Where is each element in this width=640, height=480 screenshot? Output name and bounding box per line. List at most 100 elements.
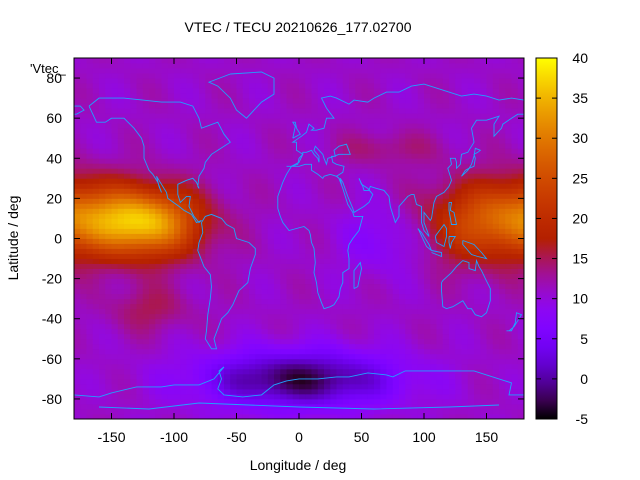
heatmap-cell: [261, 383, 269, 390]
heatmap-cell: [474, 238, 481, 244]
heatmap-cell: [355, 253, 362, 259]
heatmap-cell: [367, 283, 375, 290]
heatmap-cell: [486, 388, 494, 395]
heatmap-cell: [211, 143, 219, 149]
heatmap-cell: [86, 143, 94, 149]
heatmap-cell: [80, 178, 87, 184]
heatmap-cell: [324, 188, 331, 194]
heatmap-cell: [492, 193, 500, 199]
heatmap-cell: [217, 343, 225, 350]
heatmap-cell: [249, 413, 256, 419]
heatmap-cell: [461, 113, 469, 119]
heatmap-cell: [217, 363, 225, 370]
heatmap-cell: [186, 348, 194, 355]
heatmap-cell: [117, 138, 125, 144]
heatmap-cell: [242, 283, 250, 290]
heatmap-cell: [236, 73, 244, 79]
heatmap-cell: [261, 153, 269, 159]
heatmap-cell: [492, 208, 500, 214]
heatmap-cell: [142, 363, 150, 370]
heatmap-cell: [517, 113, 524, 119]
heatmap-cell: [492, 338, 500, 345]
heatmap-cell: [411, 143, 419, 149]
heatmap-cell: [242, 268, 250, 274]
heatmap-cell: [274, 223, 281, 229]
heatmap-cell: [311, 268, 319, 274]
heatmap-cell: [274, 203, 281, 209]
heatmap-cell: [261, 268, 269, 274]
heatmap-cell: [117, 278, 125, 285]
heatmap-cell: [280, 258, 287, 264]
heatmap-cell: [392, 73, 400, 79]
heatmap-cell: [317, 88, 325, 94]
heatmap-cell: [299, 178, 306, 184]
heatmap-cell: [374, 143, 381, 149]
heatmap-cell: [211, 228, 219, 234]
heatmap-cell: [380, 413, 387, 419]
heatmap-cell: [80, 228, 87, 234]
heatmap-cell: [474, 198, 481, 204]
heatmap-cell: [199, 338, 206, 345]
heatmap-cell: [374, 318, 381, 325]
heatmap-cell: [280, 323, 287, 330]
heatmap-cell: [236, 263, 244, 269]
heatmap-cell: [399, 98, 406, 104]
heatmap-cell: [455, 193, 462, 199]
heatmap-cell: [217, 203, 225, 209]
heatmap-cell: [317, 413, 325, 419]
heatmap-cell: [380, 378, 387, 385]
heatmap-cell: [167, 68, 175, 74]
heatmap-cell: [111, 253, 119, 259]
heatmap-cell: [417, 128, 425, 134]
heatmap-cells: [74, 58, 524, 419]
heatmap-cell: [317, 238, 325, 244]
heatmap-cell: [249, 273, 256, 280]
heatmap-cell: [355, 93, 362, 99]
heatmap-cell: [80, 313, 87, 320]
heatmap-cell: [242, 218, 250, 224]
heatmap-cell: [136, 78, 144, 84]
heatmap-cell: [292, 133, 300, 139]
heatmap-cell: [80, 273, 87, 280]
heatmap-cell: [461, 173, 469, 179]
heatmap-cell: [336, 78, 344, 84]
heatmap-cell: [186, 238, 194, 244]
heatmap-cell: [130, 148, 137, 154]
heatmap-cell: [449, 383, 456, 390]
heatmap-cell: [361, 103, 369, 109]
heatmap-cell: [374, 378, 381, 385]
heatmap-cell: [186, 143, 194, 149]
heatmap-cell: [211, 88, 219, 94]
heatmap-cell: [380, 353, 387, 360]
heatmap-cell: [267, 303, 275, 310]
heatmap-cell: [292, 378, 300, 385]
heatmap-cell: [511, 218, 519, 224]
heatmap-cell: [174, 363, 181, 370]
heatmap-cell: [511, 83, 519, 89]
heatmap-cell: [205, 158, 212, 164]
heatmap-cell: [249, 193, 256, 199]
heatmap-cell: [324, 313, 331, 320]
heatmap-cell: [342, 303, 350, 310]
heatmap-cell: [192, 398, 200, 405]
heatmap-cell: [386, 353, 394, 360]
heatmap-cell: [455, 253, 462, 259]
heatmap-cell: [330, 248, 337, 254]
heatmap-cell: [136, 318, 144, 325]
heatmap-cell: [292, 263, 300, 269]
heatmap-cell: [192, 88, 200, 94]
heatmap-cell: [324, 148, 331, 154]
heatmap-cell: [324, 388, 331, 395]
heatmap-cell: [455, 368, 462, 375]
heatmap-cell: [199, 178, 206, 184]
heatmap-cell: [86, 253, 94, 259]
heatmap-cell: [199, 313, 206, 320]
heatmap-cell: [255, 208, 262, 214]
heatmap-cell: [105, 338, 112, 345]
heatmap-cell: [167, 148, 175, 154]
heatmap-cell: [505, 203, 512, 209]
heatmap-cell: [74, 118, 81, 124]
heatmap-cell: [436, 203, 444, 209]
heatmap-cell: [367, 388, 375, 395]
heatmap-cell: [486, 198, 494, 204]
